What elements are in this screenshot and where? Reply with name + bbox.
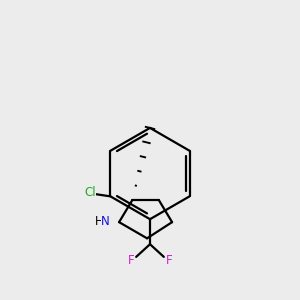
Text: F: F bbox=[166, 254, 172, 267]
Text: H: H bbox=[95, 215, 103, 228]
Text: F: F bbox=[128, 254, 134, 267]
Text: Cl: Cl bbox=[84, 186, 96, 199]
Text: N: N bbox=[101, 215, 110, 228]
